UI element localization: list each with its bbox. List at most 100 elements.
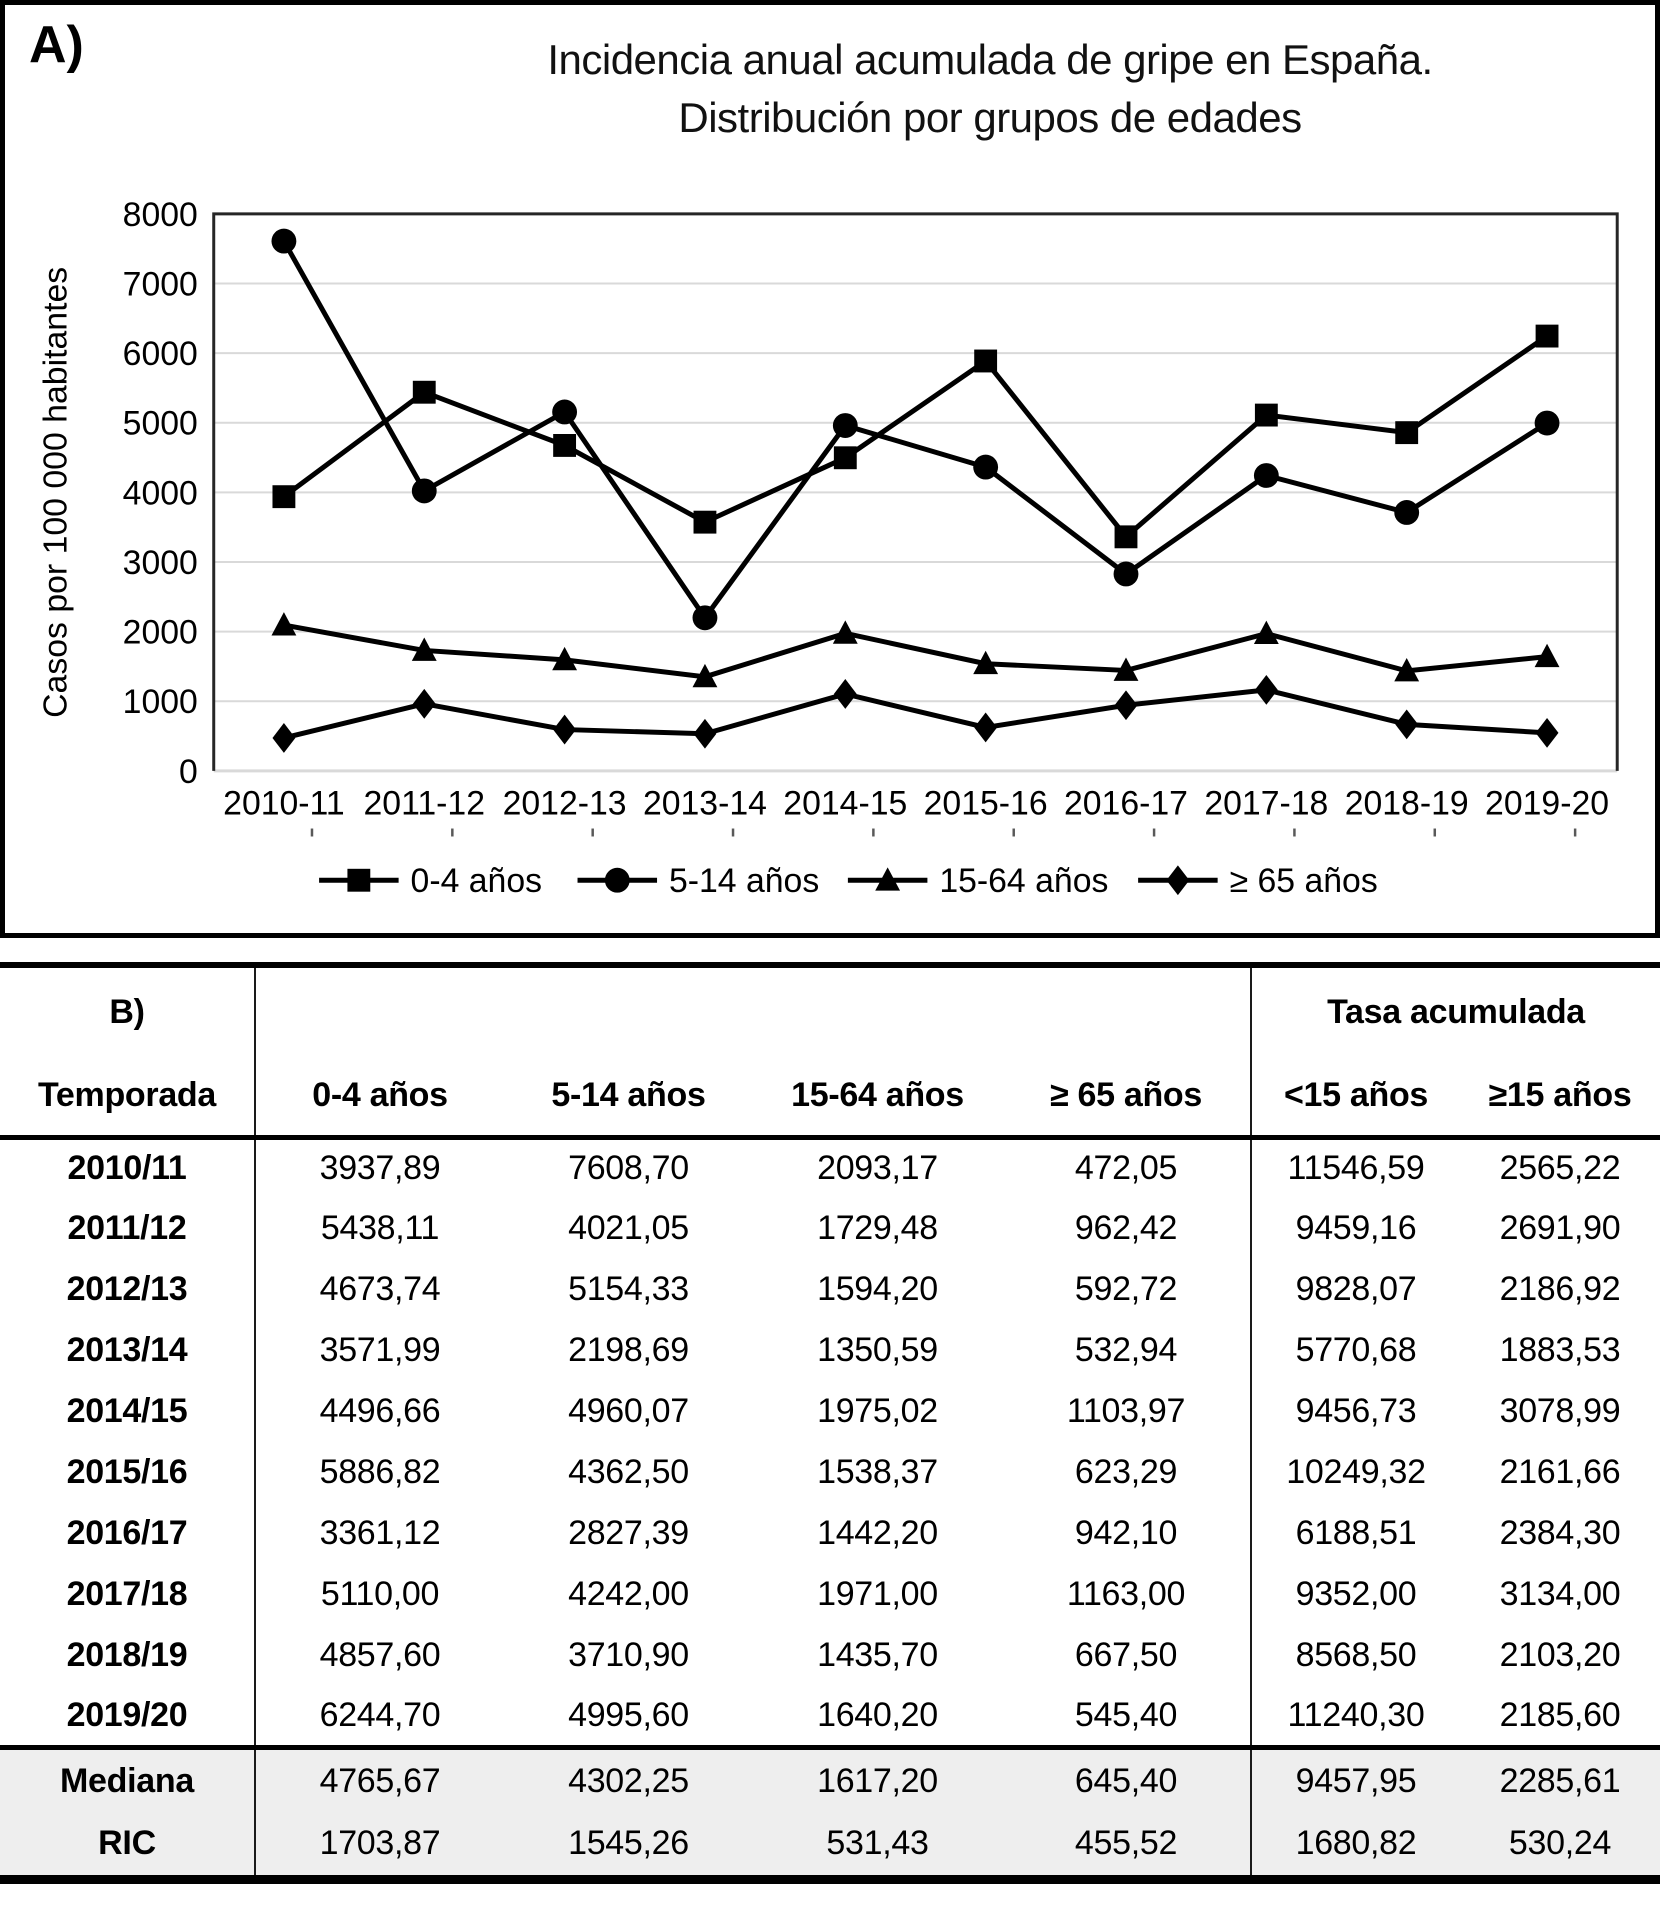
x-tick-mark — [1433, 828, 1437, 837]
x-tick-mark — [731, 828, 735, 837]
table-row: 2014/15 4496,66 4960,07 1975,02 1103,97 9456,… — [0, 1381, 1660, 1442]
value-cell: 6244,70 — [319, 1695, 441, 1734]
value-cell: 2161,66 — [1499, 1453, 1621, 1491]
row-label: 2010/11 — [0, 1137, 256, 1198]
series-line-3 — [283, 687, 1548, 741]
table-row: 2018/19 4857,60 3710,90 1435,70 667,50 8568,5… — [0, 1625, 1660, 1686]
value-cell: 592,72 — [1074, 1270, 1178, 1308]
x-tick-mark — [1152, 828, 1156, 837]
y-axis-title: Casos por 100 000 habitantes — [37, 267, 75, 718]
marker-square — [1114, 525, 1138, 549]
summary-row: Mediana 4765,67 4302,25 1617,20 645,40 9457,9… — [0, 1744, 1660, 1813]
value-cell: 2186,92 — [1499, 1270, 1621, 1308]
group-header-row: B) Tasa acumulada — [0, 965, 1660, 1057]
marker-circle — [1394, 500, 1420, 525]
x-tick-mark — [1012, 828, 1015, 837]
value-cell: 11240,30 — [1250, 1686, 1460, 1747]
column-header-5-14: 5-14 años — [504, 1057, 753, 1140]
value-cell: 2827,39 — [568, 1514, 689, 1552]
value-cell: 9457,95 — [1250, 1744, 1460, 1813]
value-cell: 1975,02 — [817, 1392, 938, 1430]
value-cell: 623,29 — [1074, 1453, 1178, 1491]
marker-square — [272, 485, 296, 509]
marker-square — [1254, 403, 1278, 427]
value-cell: 1103,97 — [1066, 1392, 1186, 1430]
row-label: 2013/14 — [0, 1320, 256, 1381]
row-label: Mediana — [0, 1744, 256, 1813]
marker-diamond — [974, 712, 998, 743]
column-header-row: Temporada 0-4 años 5-14 años 15-64 años … — [0, 1057, 1660, 1140]
x-tick-mark — [872, 828, 875, 837]
x-tick-label: 2019-20 — [1485, 785, 1609, 823]
legend-label: 0-4 años — [411, 862, 542, 900]
chart-title-line2: Distribución por grupos de edades — [678, 94, 1302, 141]
value-cell: 962,42 — [1074, 1209, 1178, 1247]
marker-circle — [271, 228, 297, 254]
marker-square — [833, 446, 857, 470]
value-cell: 3937,89 — [319, 1149, 441, 1188]
marker-triangle — [271, 612, 297, 636]
marker-square — [1395, 421, 1419, 445]
x-tick-label: 2016-17 — [1064, 785, 1188, 823]
value-cell: 3078,99 — [1499, 1392, 1621, 1430]
value-cell: 942,10 — [1074, 1514, 1178, 1552]
marker-diamond — [553, 714, 577, 745]
marker-triangle — [1253, 620, 1279, 645]
table-row: 2011/12 5438,11 4021,05 1729,48 962,42 9459,1… — [0, 1198, 1660, 1259]
value-cell: 5154,33 — [568, 1270, 689, 1308]
marker-circle — [1113, 561, 1139, 587]
value-cell: 1594,20 — [817, 1270, 938, 1308]
panel-b-label: B) — [0, 965, 256, 1057]
marker-diamond — [1395, 709, 1419, 740]
series-line-1 — [281, 239, 1549, 623]
value-cell: 530,24 — [1508, 1824, 1612, 1863]
value-cell: 1971,00 — [817, 1575, 938, 1613]
value-cell: 1617,20 — [753, 1744, 1002, 1813]
y-tick-label: 3000 — [123, 544, 198, 582]
value-cell: 531,43 — [826, 1824, 929, 1863]
legend-label: 15-64 años — [939, 862, 1108, 900]
column-header-15-64: 15-64 años — [753, 1057, 1002, 1140]
seasons-table-body: 2010/11 3937,89 7608,70 2093,17 472,05 11546,… — [0, 1137, 1660, 1879]
marker-circle — [832, 413, 858, 438]
value-cell: 3361,12 — [319, 1514, 441, 1552]
value-cell: 1703,87 — [319, 1824, 441, 1863]
value-cell: 2185,60 — [1499, 1695, 1621, 1734]
row-label: 2014/15 — [0, 1381, 256, 1442]
marker-diamond — [1254, 674, 1278, 705]
marker-triangle — [832, 620, 858, 644]
value-cell: 1435,70 — [817, 1636, 938, 1674]
row-label: 2019/20 — [0, 1686, 256, 1747]
marker-circle — [604, 867, 630, 893]
row-label: 2015/16 — [0, 1442, 256, 1503]
value-cell: 9828,07 — [1250, 1259, 1460, 1320]
value-cell: 2198,69 — [568, 1331, 689, 1369]
marker-diamond — [833, 679, 857, 709]
value-cell: 1538,37 — [817, 1453, 938, 1491]
table-head: B) Tasa acumulada Temporada 0-4 años 5-1… — [0, 965, 1660, 1140]
marker-diamond — [1535, 717, 1559, 748]
value-cell: 9459,16 — [1250, 1198, 1460, 1259]
summary-row: RIC 1703,87 1545,26 531,43 455,52 1680,82 530,… — [0, 1813, 1660, 1879]
value-cell: 9352,00 — [1250, 1564, 1460, 1625]
x-tick-mark — [591, 828, 594, 837]
marker-square — [553, 434, 577, 457]
panel-a-label: A) — [29, 16, 84, 74]
marker-diamond — [1166, 865, 1190, 896]
x-tick-label: 2012-13 — [503, 785, 627, 823]
column-header-65: ≥ 65 años — [1002, 1057, 1251, 1140]
table-row: 2012/13 4673,74 5154,33 1594,20 592,72 9828,0… — [0, 1259, 1660, 1320]
table-row: 2013/14 3571,99 2198,69 1350,59 532,94 5770,6… — [0, 1320, 1660, 1381]
x-tick-label: 2015-16 — [924, 785, 1048, 823]
value-cell: 2384,30 — [1499, 1514, 1621, 1552]
marker-triangle — [875, 867, 901, 891]
value-cell: 4302,25 — [504, 1744, 753, 1813]
value-cell: 472,05 — [1074, 1149, 1178, 1188]
value-cell: 3710,90 — [568, 1636, 689, 1674]
row-label: 2016/17 — [0, 1503, 256, 1564]
value-cell: 5886,82 — [319, 1453, 441, 1491]
value-cell: 5438,11 — [320, 1209, 440, 1247]
incidence-chart: 0 1000 2000 3000 4000 5000 6000 7000 8000 2010-11… — [37, 196, 1619, 900]
value-cell: 2093,17 — [817, 1149, 938, 1188]
table-row: 2010/11 3937,89 7608,70 2093,17 472,05 11546,… — [0, 1137, 1660, 1198]
